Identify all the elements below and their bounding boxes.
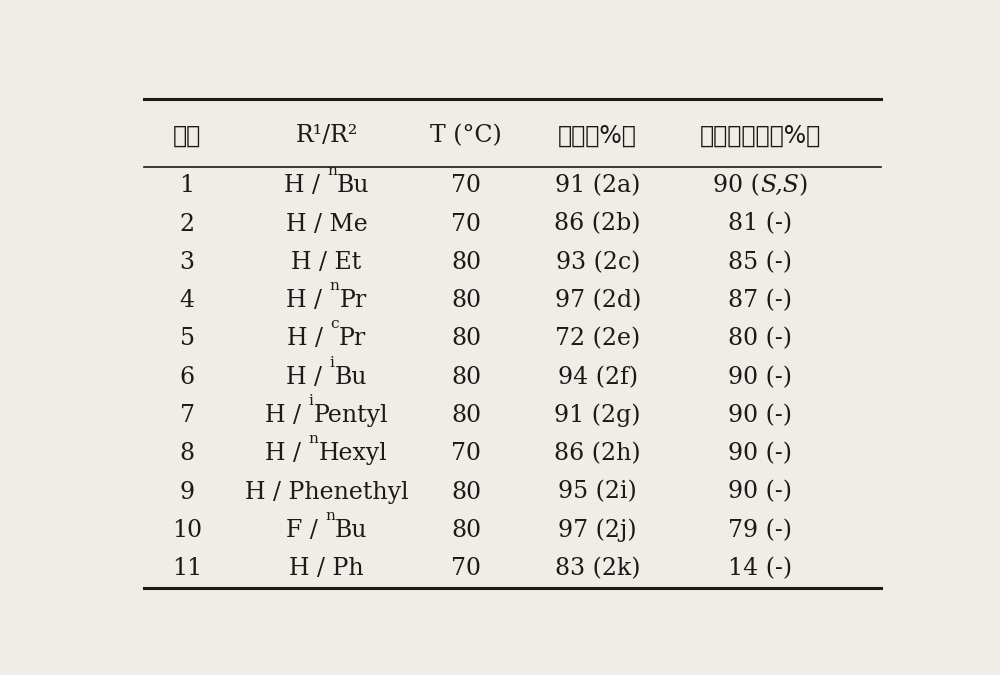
Text: 80: 80 bbox=[451, 481, 481, 504]
Text: 80: 80 bbox=[451, 519, 481, 542]
Text: i: i bbox=[308, 394, 313, 408]
Text: 70: 70 bbox=[451, 213, 481, 236]
Text: 7: 7 bbox=[180, 404, 194, 427]
Text: 94 (2f): 94 (2f) bbox=[558, 366, 638, 389]
Text: 90 (-): 90 (-) bbox=[728, 404, 792, 427]
Text: 序号: 序号 bbox=[173, 124, 201, 148]
Text: 80: 80 bbox=[451, 251, 481, 274]
Text: 90 (-): 90 (-) bbox=[728, 366, 792, 389]
Text: n: n bbox=[327, 164, 337, 178]
Text: 9: 9 bbox=[179, 481, 195, 504]
Text: 95 (2i): 95 (2i) bbox=[558, 481, 637, 504]
Text: 4: 4 bbox=[179, 289, 195, 313]
Text: Pr: Pr bbox=[339, 327, 366, 350]
Text: Pr: Pr bbox=[340, 289, 367, 313]
Text: 80: 80 bbox=[451, 404, 481, 427]
Text: 97 (2j): 97 (2j) bbox=[558, 518, 637, 542]
Text: 97 (2d): 97 (2d) bbox=[555, 289, 641, 313]
Text: H /: H / bbox=[286, 289, 330, 313]
Text: H /: H / bbox=[265, 404, 308, 427]
Text: H /: H / bbox=[286, 366, 330, 389]
Text: 80: 80 bbox=[451, 289, 481, 313]
Text: H /: H / bbox=[287, 327, 330, 350]
Text: H /: H / bbox=[284, 174, 327, 197]
Text: ): ) bbox=[799, 174, 808, 197]
Text: H / Ph: H / Ph bbox=[289, 557, 364, 580]
Text: 79 (-): 79 (-) bbox=[728, 519, 792, 542]
Text: 93 (2c): 93 (2c) bbox=[556, 251, 640, 274]
Text: 80: 80 bbox=[451, 366, 481, 389]
Text: 10: 10 bbox=[172, 519, 202, 542]
Text: 90 (: 90 ( bbox=[713, 174, 760, 197]
Text: F /: F / bbox=[286, 519, 325, 542]
Text: 80 (-): 80 (-) bbox=[728, 327, 792, 350]
Text: 91 (2a): 91 (2a) bbox=[555, 174, 640, 197]
Text: H /: H / bbox=[265, 442, 309, 465]
Text: 3: 3 bbox=[180, 251, 194, 274]
Text: H / Me: H / Me bbox=[286, 213, 367, 236]
Text: 8: 8 bbox=[179, 442, 195, 465]
Text: 86 (2h): 86 (2h) bbox=[554, 442, 641, 465]
Text: 70: 70 bbox=[451, 174, 481, 197]
Text: 1: 1 bbox=[179, 174, 195, 197]
Text: 6: 6 bbox=[179, 366, 195, 389]
Text: Pentyl: Pentyl bbox=[313, 404, 388, 427]
Text: H / Phenethyl: H / Phenethyl bbox=[245, 481, 408, 504]
Text: 对映体过量（%）: 对映体过量（%） bbox=[700, 124, 821, 148]
Text: c: c bbox=[330, 317, 339, 331]
Text: 14 (-): 14 (-) bbox=[728, 557, 793, 580]
Text: H / Et: H / Et bbox=[291, 251, 362, 274]
Text: 85 (-): 85 (-) bbox=[728, 251, 792, 274]
Text: 72 (2e): 72 (2e) bbox=[555, 327, 640, 350]
Text: 80: 80 bbox=[451, 327, 481, 350]
Text: Bu: Bu bbox=[337, 174, 369, 197]
Text: 90 (-): 90 (-) bbox=[728, 481, 792, 504]
Text: 2: 2 bbox=[179, 213, 195, 236]
Text: 81 (-): 81 (-) bbox=[728, 213, 793, 236]
Text: 5: 5 bbox=[180, 327, 194, 350]
Text: 86 (2b): 86 (2b) bbox=[554, 213, 641, 236]
Text: T (°C): T (°C) bbox=[430, 124, 502, 147]
Text: Bu: Bu bbox=[334, 366, 367, 389]
Text: S,S: S,S bbox=[760, 174, 799, 197]
Text: n: n bbox=[309, 432, 319, 446]
Text: 70: 70 bbox=[451, 442, 481, 465]
Text: 91 (2g): 91 (2g) bbox=[554, 404, 641, 427]
Text: 87 (-): 87 (-) bbox=[728, 289, 792, 313]
Text: Bu: Bu bbox=[335, 519, 367, 542]
Text: Hexyl: Hexyl bbox=[319, 442, 388, 465]
Text: n: n bbox=[330, 279, 340, 293]
Text: 70: 70 bbox=[451, 557, 481, 580]
Text: i: i bbox=[330, 356, 334, 370]
Text: 产率（%）: 产率（%） bbox=[558, 124, 637, 148]
Text: R¹/R²: R¹/R² bbox=[295, 124, 358, 147]
Text: 90 (-): 90 (-) bbox=[728, 442, 792, 465]
Text: n: n bbox=[325, 509, 335, 523]
Text: 83 (2k): 83 (2k) bbox=[555, 557, 640, 580]
Text: 11: 11 bbox=[172, 557, 202, 580]
